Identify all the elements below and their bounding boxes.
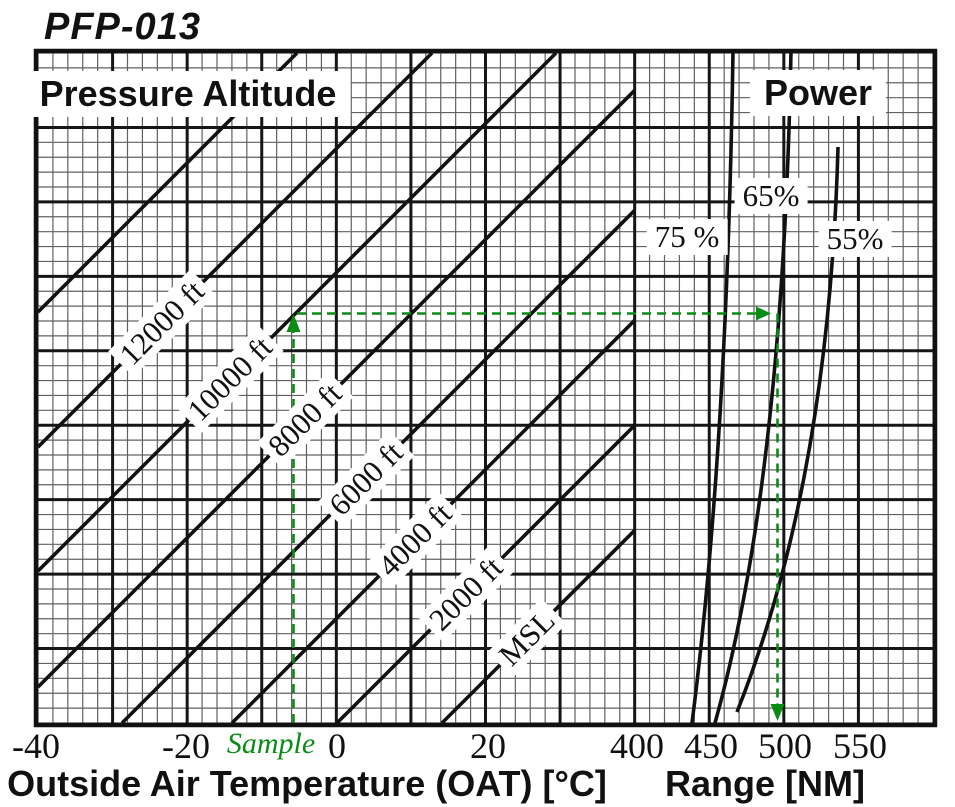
x-tick-label-0: 0 [328, 726, 346, 766]
x-axis-title-right: Range [NM] [665, 763, 865, 804]
right-section-title: Power [749, 70, 887, 116]
x-tick-label-550: 550 [833, 726, 887, 766]
power-label-65%: 65% [734, 178, 808, 214]
x-axis-title-left: Outside Air Temperature (OAT) [°C] [7, 763, 607, 804]
power-curve-75% [690, 50, 735, 724]
x-tick-label-20: 20 [470, 726, 506, 766]
power-label-75%: 75 % [646, 219, 728, 255]
plot-frame [33, 48, 938, 728]
x-tick-label--20: -20 [162, 726, 210, 766]
power-curve-65% [713, 50, 793, 724]
left-section-title: Pressure Altitude [25, 71, 351, 117]
x-tick-label--40: -40 [12, 726, 60, 766]
x-tick-label-500: 500 [758, 726, 812, 766]
x-tick-label-450: 450 [684, 726, 738, 766]
altitude-line-10000-ft [36, 51, 558, 573]
power-curves [690, 50, 840, 724]
altitude-line-12000-ft [36, 51, 434, 449]
power-label-55%: 55% [818, 221, 892, 257]
sample-path-arrows [286, 306, 785, 723]
x-tick-label-400: 400 [610, 726, 664, 766]
sample-label: Sample [226, 727, 316, 760]
page-title: PFP-013 [44, 6, 201, 48]
